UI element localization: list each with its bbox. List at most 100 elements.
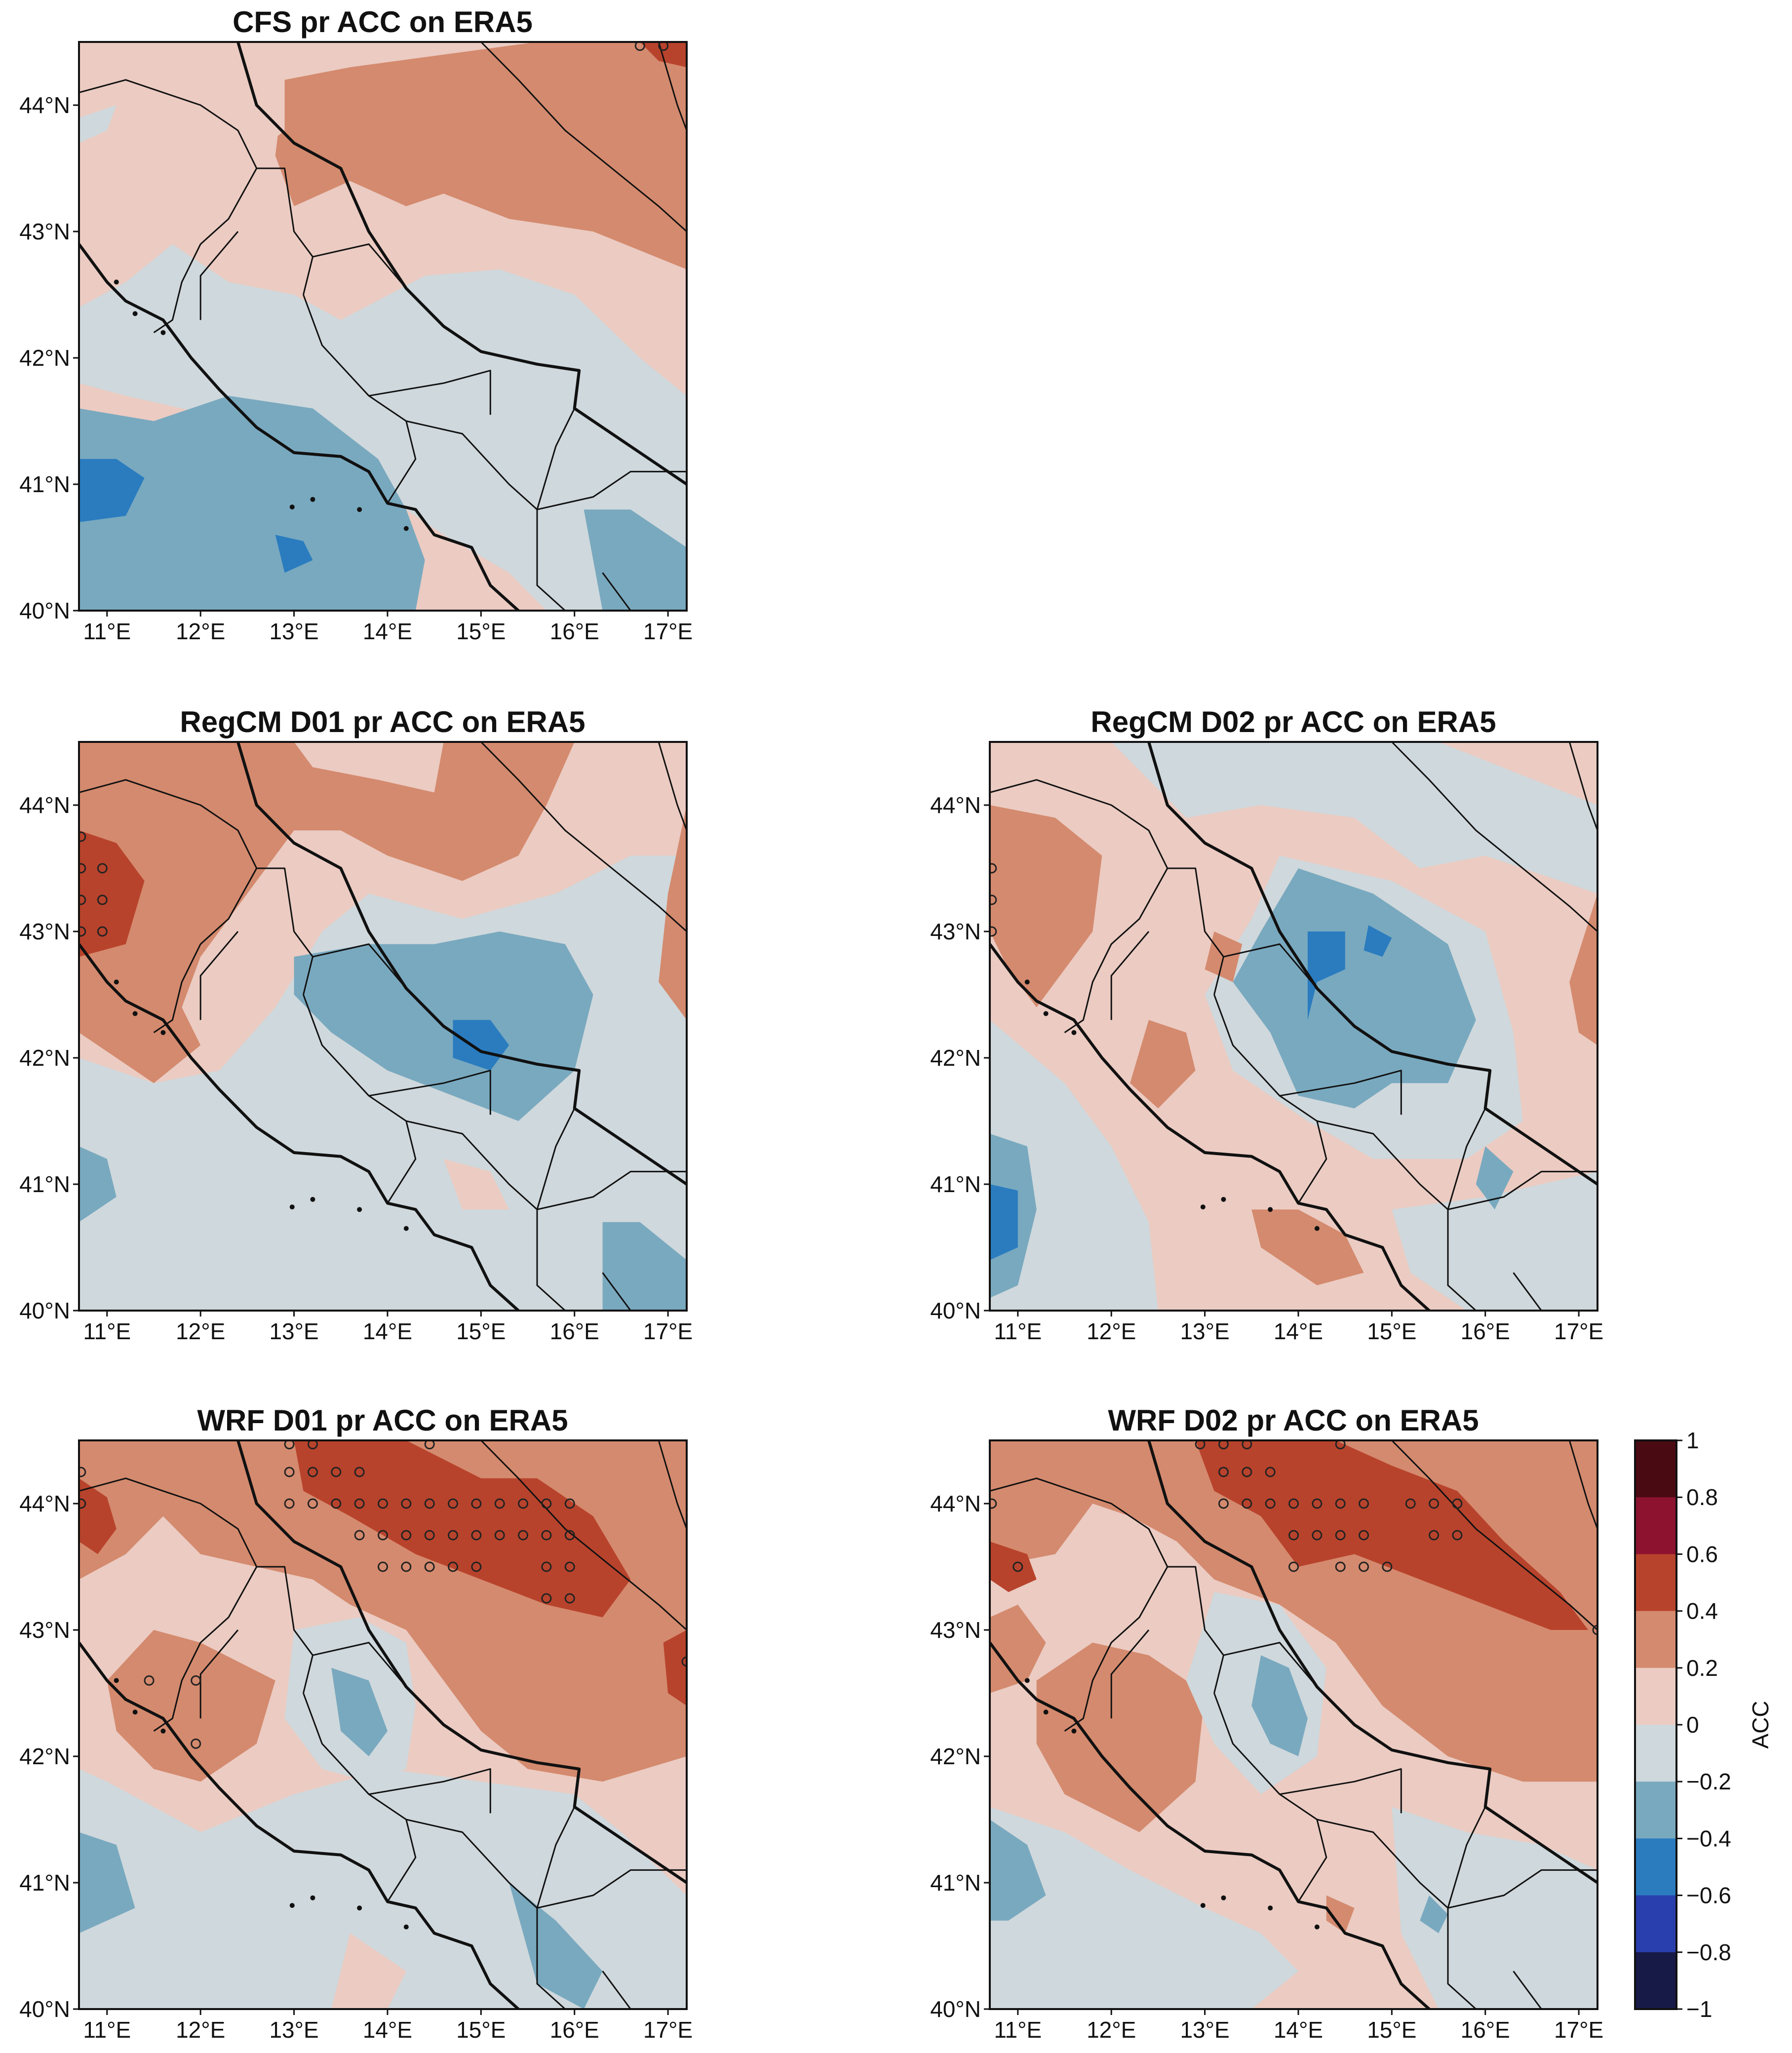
colorbar-label: ACC <box>1748 1701 1773 1748</box>
y-tick-label: 40°N <box>930 1996 981 2022</box>
x-tick-label: 16°E <box>550 2017 599 2043</box>
coastline <box>990 943 1431 1311</box>
region-border <box>312 1642 407 1688</box>
island <box>289 504 295 510</box>
y-tick-label: 43°N <box>19 219 70 244</box>
x-tick-label: 16°E <box>550 1318 599 1344</box>
acc-contour-region <box>1392 1807 1597 2009</box>
island <box>1043 1011 1049 1016</box>
x-tick-label: 13°E <box>269 1318 318 1344</box>
island <box>132 311 138 316</box>
plot-frame <box>78 41 688 612</box>
significance-marker <box>1359 1561 1369 1572</box>
y-axis-ticks: 40°N 41°N 42°N 43°N 44°N <box>19 92 79 623</box>
region-border <box>256 167 313 295</box>
coastline <box>1391 1440 1597 1631</box>
significance-marker <box>541 1498 552 1509</box>
y-tick-label: 44°N <box>19 92 70 118</box>
region-border <box>537 1869 687 1909</box>
significance-marker <box>378 1498 388 1509</box>
acc-contour-region <box>1307 931 1345 1020</box>
colorbar-swatch <box>1635 1667 1676 1725</box>
region-border <box>406 1120 566 1311</box>
significance-marker <box>1242 1440 1252 1450</box>
island <box>1024 1678 1030 1683</box>
significance-marker <box>1382 1561 1393 1572</box>
acc-contour-region <box>663 1630 687 1706</box>
island <box>160 1728 166 1734</box>
acc-contour-region <box>584 509 687 611</box>
coastline <box>79 943 520 1311</box>
significance-marker <box>424 1498 435 1509</box>
acc-contour-region <box>509 1883 603 2009</box>
acc-contour-region <box>79 244 687 611</box>
significance-marker <box>658 42 669 51</box>
x-tick-label: 17°E <box>643 2017 693 2043</box>
significance-marker <box>401 1530 412 1541</box>
region-border <box>537 1170 687 1210</box>
map-layer <box>79 42 687 611</box>
x-tick-label: 15°E <box>1367 1318 1416 1344</box>
significance-marker <box>1218 1467 1229 1477</box>
x-tick-label: 11°E <box>83 1318 131 1344</box>
coastline <box>658 1440 687 1529</box>
significance-marker <box>990 1498 997 1509</box>
coastline <box>480 1440 687 1631</box>
plot-area <box>79 742 687 1311</box>
region-border <box>1279 1768 1402 1814</box>
region-border <box>1317 1819 1477 2009</box>
coastline <box>658 42 687 131</box>
island <box>132 1709 138 1715</box>
x-tick-label: 14°E <box>363 619 412 644</box>
x-tick-label: 16°E <box>1461 2017 1510 2043</box>
x-axis-ticks: 11°E 12°E 13°E 14°E 15°E 16°E 17°E <box>994 2009 1603 2043</box>
region-border <box>602 1971 631 2009</box>
region-border <box>303 994 417 1204</box>
acc-contour-region <box>1326 1895 1355 1934</box>
region-border <box>1513 1272 1542 1311</box>
x-tick-label: 12°E <box>176 619 225 644</box>
region-border <box>1447 1170 1597 1210</box>
y-tick-label: 44°N <box>19 1491 70 1516</box>
acc-contour-region <box>79 459 145 522</box>
significance-marker <box>331 1498 342 1509</box>
island <box>1200 1204 1206 1210</box>
y-tick-label: 42°N <box>19 345 70 371</box>
significance-marker <box>354 1467 365 1477</box>
colorbar-swatch <box>1635 1952 1676 2010</box>
panel-title: CFS pr ACC on ERA5 <box>233 5 533 39</box>
significance-marker <box>191 1738 201 1749</box>
y-tick-label: 41°N <box>930 1171 981 1197</box>
acc-contour-region <box>331 1667 388 1756</box>
acc-contour-region <box>79 742 575 1084</box>
region-border <box>537 470 687 510</box>
plot-area <box>79 1440 687 2009</box>
acc-contour-region <box>79 1146 117 1222</box>
significance-marker <box>331 1467 342 1477</box>
acc-contour-region <box>79 1832 135 1934</box>
coastline <box>1568 742 1597 831</box>
coastline <box>658 742 687 831</box>
acc-contour-region <box>453 1020 509 1071</box>
colorbar-swatch <box>1635 1440 1676 1498</box>
colorbar-tick-label: −0.4 <box>1686 1825 1731 1851</box>
acc-contour-region <box>294 1440 631 1618</box>
acc-contour-region <box>1251 1209 1364 1285</box>
panel-regcm-d02: RegCM D02 pr ACC on ERA5 11°E 12°E 13°E 14°… <box>930 705 1603 1344</box>
coastline <box>79 1641 520 2009</box>
significance-marker <box>990 863 997 874</box>
acc-contour-region <box>640 42 687 68</box>
panel-wrf-d01: WRF D01 pr ACC on ERA5 11°E 12°E 13°E 14°E 1… <box>19 1404 693 2043</box>
significance-marker <box>191 1675 201 1686</box>
x-axis-ticks: 11°E 12°E 13°E 14°E 15°E 16°E 17°E <box>994 1311 1603 1344</box>
island <box>1268 1207 1273 1212</box>
x-tick-label: 11°E <box>994 1318 1042 1344</box>
colorbar-tick-label: 0.6 <box>1686 1541 1718 1567</box>
significance-marker <box>1288 1498 1299 1509</box>
panel-title: RegCM D02 pr ACC on ERA5 <box>1091 705 1496 738</box>
y-tick-label: 43°N <box>19 919 70 944</box>
region-border <box>368 1768 491 1814</box>
colorbar-tick-label: −0.2 <box>1686 1769 1731 1794</box>
y-tick-label: 40°N <box>19 598 70 623</box>
colorbar-swatch <box>1635 1611 1676 1668</box>
